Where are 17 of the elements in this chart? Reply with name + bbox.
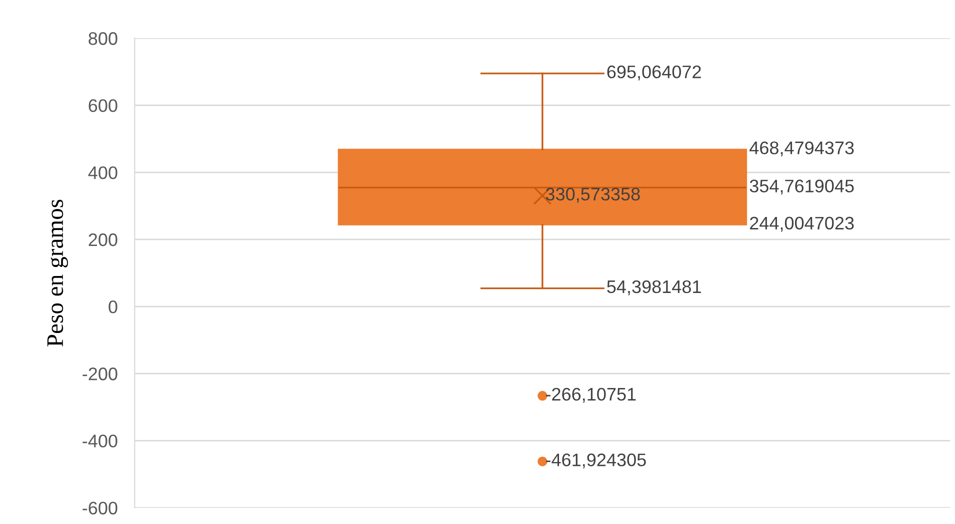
annotation: 695,064072	[607, 66, 701, 80]
y-tick-label: 0	[108, 300, 118, 314]
annotation: -461,924305	[546, 454, 646, 468]
annotation: 244,0047023	[750, 216, 854, 232]
annotation: 54,3981481	[607, 280, 701, 296]
y-tick-label: -400	[82, 434, 118, 448]
y-axis-title: Peso en gramos	[47, 200, 68, 346]
annotation: -266,10751	[546, 388, 636, 403]
annotation: 468,4794373	[750, 141, 854, 156]
y-tick-label: 800	[88, 32, 118, 45]
y-tick-label: 600	[88, 99, 118, 112]
annotation: 354,7619045	[750, 180, 854, 195]
y-tick-label: -600	[82, 502, 118, 514]
y-tick-label: 200	[88, 233, 118, 246]
annotation: 330,573358	[546, 188, 640, 203]
y-tick-label: 400	[88, 166, 118, 180]
y-tick-label: -200	[82, 368, 118, 380]
